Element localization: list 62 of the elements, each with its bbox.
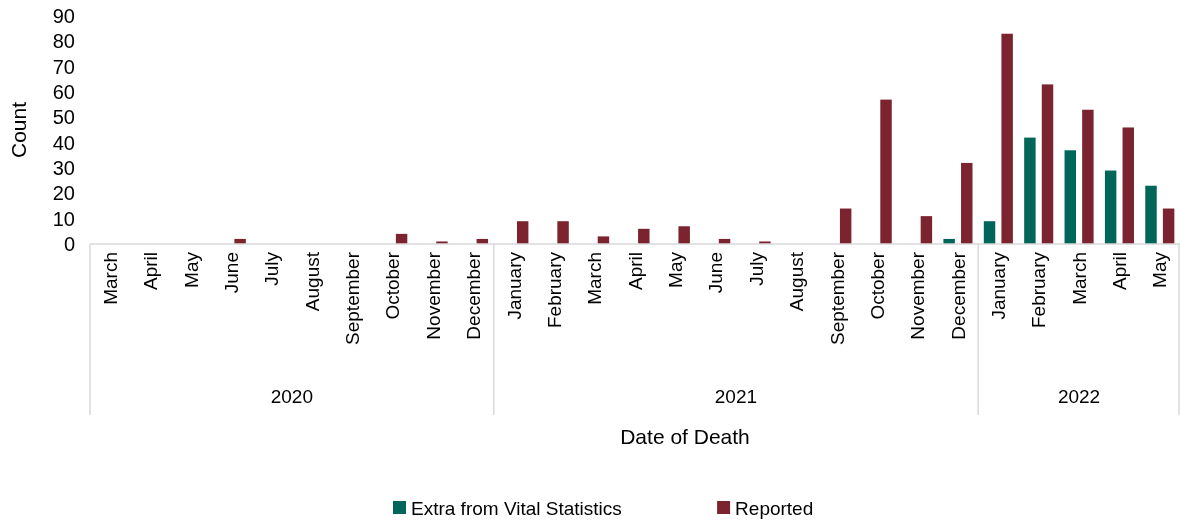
x-tick-label: January xyxy=(987,251,1009,320)
bar xyxy=(839,208,852,244)
text: 2020 xyxy=(270,386,313,407)
x-tick-label: February xyxy=(1028,251,1050,329)
y-tick-label: 20 xyxy=(52,182,75,205)
x-tick-label: November xyxy=(422,251,444,340)
bar xyxy=(1104,170,1117,244)
x-tick-label: March xyxy=(99,252,121,305)
bar xyxy=(638,228,650,244)
x-tick-label: November xyxy=(907,251,929,340)
bar xyxy=(1001,33,1013,244)
bar xyxy=(678,226,690,244)
x-tick-label: September xyxy=(342,251,364,345)
x-axis-title: Date of Death xyxy=(620,425,750,448)
y-tick-label: 30 xyxy=(52,157,75,179)
bar xyxy=(920,216,933,244)
bar xyxy=(983,221,996,244)
bar xyxy=(1162,208,1175,244)
y-tick-label: 70 xyxy=(52,55,75,78)
x-tick-label: May xyxy=(180,251,202,288)
legend-label: Reported xyxy=(735,497,814,519)
y-tick-label: 0 xyxy=(63,233,75,255)
bar xyxy=(516,221,529,244)
bar xyxy=(1024,137,1036,244)
x-tick-label: December xyxy=(463,251,485,340)
x-tick-label: July xyxy=(261,251,283,286)
text: 2021 xyxy=(714,386,758,407)
x-tick-label: October xyxy=(866,251,888,320)
x-tick-label: April xyxy=(624,252,646,291)
x-tick-label: August xyxy=(786,251,808,312)
bar xyxy=(557,221,569,244)
y-tick-label: 10 xyxy=(52,207,75,230)
bar xyxy=(1041,84,1054,244)
x-tick-label: April xyxy=(140,252,162,291)
y-tick-label: 80 xyxy=(52,30,75,53)
x-tick-label: June xyxy=(220,252,242,294)
x-tick-label: October xyxy=(382,251,404,320)
text: 2022 xyxy=(1057,386,1101,407)
x-tick-label: September xyxy=(826,251,848,345)
y-tick-label: 90 xyxy=(52,5,75,27)
legend-label: Extra from Vital Statistics xyxy=(411,497,622,519)
x-tick-label: May xyxy=(1149,251,1171,288)
x-tick-label: January xyxy=(503,251,525,320)
y-tick-label: 40 xyxy=(52,131,75,154)
y-tick-label: 50 xyxy=(52,106,75,129)
bar xyxy=(1082,109,1094,244)
x-tick-label: March xyxy=(584,252,606,305)
bar xyxy=(1122,127,1134,244)
x-tick-label: July xyxy=(745,251,767,286)
x-tick-label: June xyxy=(705,252,727,294)
y-tick-label: 60 xyxy=(52,81,75,103)
x-tick-label: February xyxy=(543,251,565,329)
bar xyxy=(880,99,892,244)
bar xyxy=(1064,150,1076,244)
x-tick-label: December xyxy=(947,251,969,340)
bar xyxy=(1145,185,1157,244)
x-tick-label: August xyxy=(301,251,323,312)
x-tick-label: April xyxy=(1109,252,1131,291)
y-axis-title: Count xyxy=(7,101,30,159)
bar xyxy=(961,162,973,244)
x-tick-label: March xyxy=(1068,252,1090,305)
x-tick-label: May xyxy=(665,251,687,288)
